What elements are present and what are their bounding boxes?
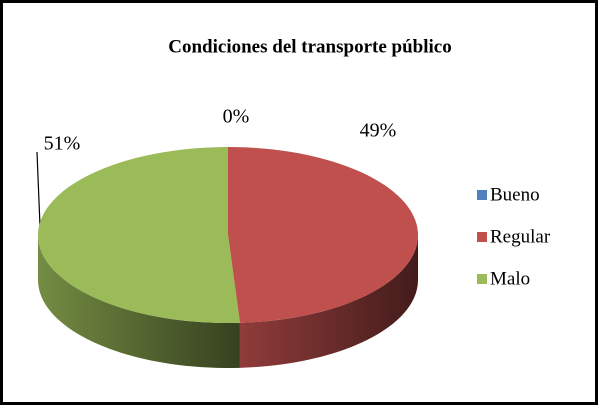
leader-line [36,151,41,227]
data-label: 49% [360,120,397,142]
legend-label: Bueno [490,184,540,205]
legend-label: Malo [490,268,530,289]
legend-label: Regular [490,226,551,247]
data-label: 0% [223,106,250,128]
data-label: 51% [44,133,81,155]
slice [37,147,240,323]
slice [228,147,418,323]
chart-title: Condiciones del transporte público [168,36,451,57]
legend-swatch [477,274,487,284]
legend-swatch [477,190,487,200]
slice-side [38,235,240,368]
legend-swatch [477,232,487,242]
slice-side [239,235,418,368]
